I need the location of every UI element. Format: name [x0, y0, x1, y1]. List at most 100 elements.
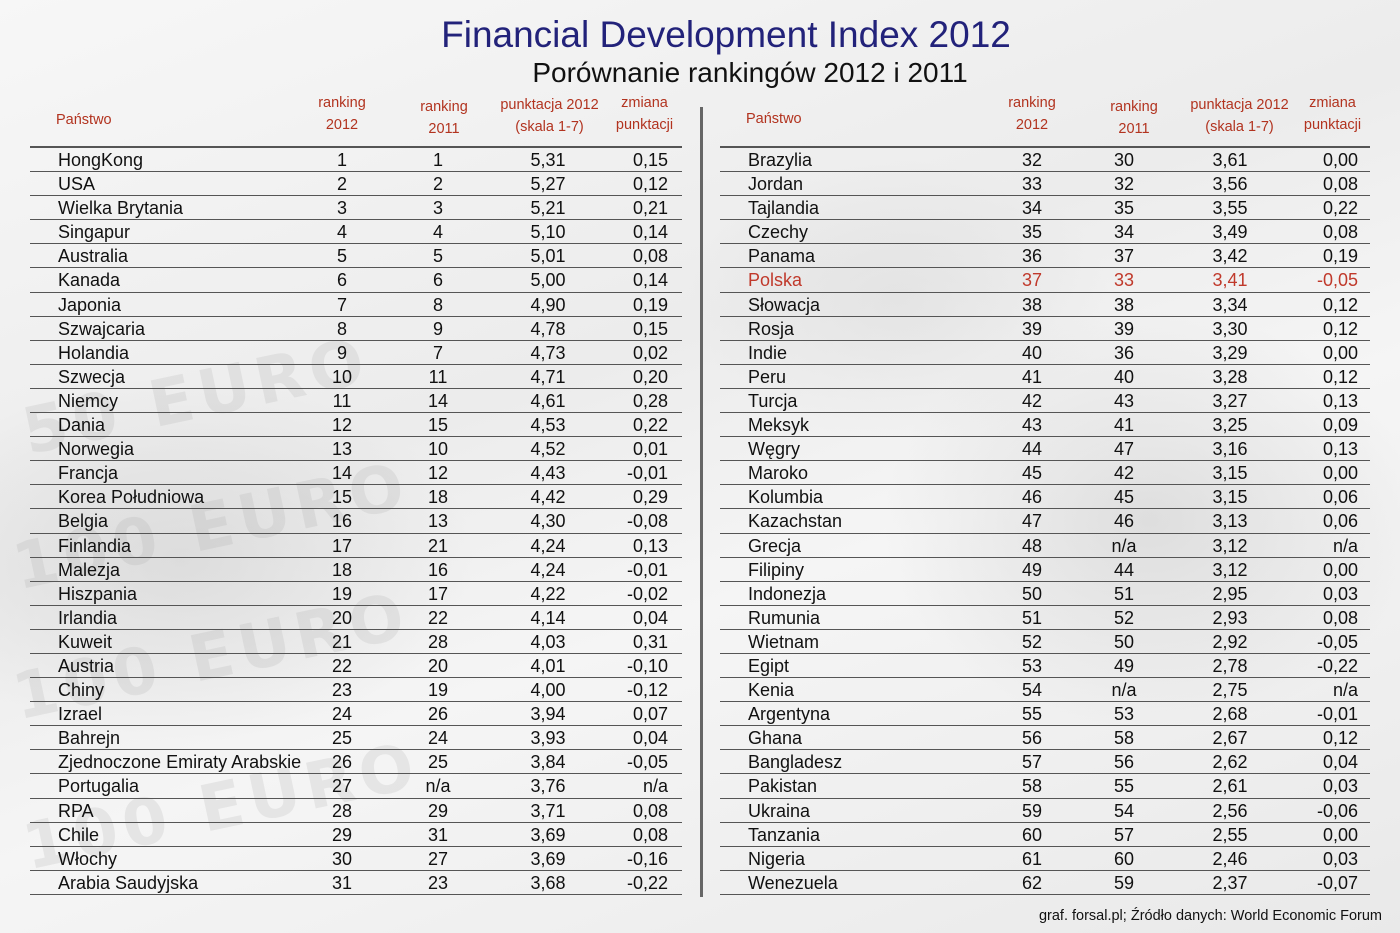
header-score-2012: punktacja 2012 (skala 1-7)	[1190, 97, 1289, 135]
rank-2012: 43	[1021, 415, 1043, 436]
table-row: Maroko 45 42 3,15 0,00	[720, 461, 1370, 486]
score-2012: 2,46	[1212, 848, 1248, 869]
country-name: Turcja	[748, 390, 798, 411]
rank-2011: 16	[427, 559, 449, 580]
rank-2012: 30	[331, 848, 353, 869]
score-change: n/a	[1332, 535, 1358, 556]
table-row: Bangladesz 57 56 2,62 0,04	[720, 750, 1370, 775]
table-row: Finlandia 17 21 4,24 0,13	[30, 534, 682, 558]
score-change: 0,22	[1322, 198, 1358, 219]
score-2012: 2,61	[1212, 776, 1248, 797]
score-2012: 3,41	[1212, 270, 1248, 291]
country-name: Szwecja	[58, 366, 126, 387]
table-row: Kanada 6 6 5,00 0,14	[30, 268, 682, 293]
table-row: Kolumbia 46 45 3,15 0,06	[720, 485, 1370, 510]
rank-2011: 47	[1113, 439, 1135, 460]
score-2012: 3,69	[530, 848, 566, 869]
score-2012: 3,76	[530, 776, 566, 797]
header-score-change: zmiana punktacji	[615, 95, 674, 133]
rank-2012: 4	[336, 222, 347, 243]
rank-2012: 33	[1021, 174, 1043, 195]
rank-2012: 47	[1021, 511, 1043, 532]
rank-2012: 8	[336, 318, 347, 339]
table-row: RPA 28 29 3,71 0,08	[30, 799, 682, 823]
rank-2011: 23	[427, 872, 449, 893]
country-name: Filipiny	[748, 559, 805, 580]
table-row: Brazylia 32 30 3,61 0,00	[720, 148, 1370, 173]
score-change: 0,13	[1322, 439, 1358, 460]
score-2012: 5,31	[530, 150, 566, 170]
country-name: RPA	[58, 800, 94, 821]
rank-2012: 15	[331, 487, 353, 508]
rank-2011: 21	[427, 535, 449, 556]
rank-2012: 51	[1021, 607, 1043, 628]
table-row: Irlandia 20 22 4,14 0,04	[30, 606, 682, 630]
score-2012: 3,12	[1212, 535, 1248, 556]
score-change: n/a	[642, 776, 668, 797]
table-row: Egipt 53 49 2,78 -0,22	[720, 654, 1370, 679]
table-row: Jordan 33 32 3,56 0,08	[720, 172, 1370, 197]
table-row: Francja 14 12 4,43 -0,01	[30, 461, 682, 486]
score-change: 0,15	[632, 318, 668, 339]
country-name: Niemcy	[58, 390, 119, 411]
score-change: -0,08	[626, 511, 668, 532]
rank-2012: 22	[331, 655, 353, 676]
table-row: Ukraina 59 54 2,56 -0,06	[720, 799, 1370, 823]
score-2012: 2,68	[1212, 704, 1248, 725]
score-change: 0,08	[1322, 222, 1358, 243]
rank-2012: 48	[1021, 535, 1043, 556]
table-row: Norwegia 13 10 4,52 0,01	[30, 437, 682, 462]
country-name: Bangladesz	[748, 752, 843, 773]
score-2012: 3,30	[1212, 318, 1248, 339]
rank-2012: 28	[331, 800, 353, 821]
country-name: Norwegia	[58, 439, 135, 460]
country-name: Singapur	[58, 222, 131, 243]
score-2012: 4,24	[530, 559, 566, 580]
table-row: Australia 5 5 5,01 0,08	[30, 244, 682, 269]
table-row: Indonezja 50 51 2,95 0,03	[720, 582, 1370, 606]
rank-2012: 32	[1021, 150, 1043, 170]
score-2012: 4,43	[530, 463, 566, 484]
country-name: Kenia	[748, 680, 795, 701]
rank-2011: 12	[427, 463, 449, 484]
rank-2012: 38	[1021, 294, 1043, 315]
rank-2012: 56	[1021, 728, 1043, 749]
country-name: Malezja	[58, 559, 121, 580]
country-name: Indonezja	[748, 583, 827, 604]
rank-2012: 61	[1021, 848, 1043, 869]
score-change: 0,14	[632, 270, 668, 291]
rank-2011: 4	[432, 222, 443, 243]
country-name: Grecja	[748, 535, 802, 556]
country-name: Hiszpania	[58, 583, 138, 604]
score-2012: 4,71	[530, 366, 566, 387]
rank-2012: 44	[1021, 439, 1043, 460]
rank-2011: 5	[432, 246, 443, 267]
score-2012: 3,28	[1212, 366, 1248, 387]
country-name: Dania	[58, 415, 106, 436]
table-row: Izrael 24 26 3,94 0,07	[30, 702, 682, 727]
score-change: -0,02	[626, 583, 668, 604]
score-change: 0,08	[632, 800, 668, 821]
score-change: -0,01	[626, 559, 668, 580]
table-row: Kenia 54 n/a 2,75 n/a	[720, 678, 1370, 703]
score-change: 0,00	[1322, 824, 1358, 845]
rank-2011: 46	[1113, 511, 1135, 532]
country-name: Ghana	[748, 728, 803, 749]
score-2012: 3,49	[1212, 222, 1248, 243]
country-name: Rumunia	[748, 607, 821, 628]
score-2012: 4,73	[530, 342, 566, 363]
rank-2012: 62	[1021, 872, 1043, 893]
score-2012: 3,13	[1212, 511, 1248, 532]
rank-2011: 54	[1113, 800, 1135, 821]
score-2012: 3,93	[530, 728, 566, 749]
rank-2012: 21	[331, 631, 353, 652]
score-2012: 3,34	[1212, 294, 1248, 315]
score-2012: 3,29	[1212, 342, 1248, 363]
country-name: Brazylia	[748, 150, 813, 170]
score-2012: 4,61	[530, 390, 566, 411]
table-row: Holandia 9 7 4,73 0,02	[30, 341, 682, 365]
table-row: Austria 22 20 4,01 -0,10	[30, 654, 682, 679]
score-change: -0,05	[1316, 270, 1358, 291]
rank-2011: 9	[432, 318, 443, 339]
score-2012: 4,22	[530, 583, 566, 604]
